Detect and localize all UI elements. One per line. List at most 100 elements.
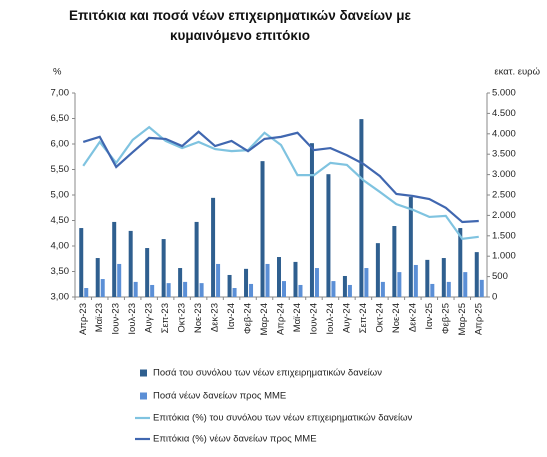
x-tick-label: Ιουλ-24 <box>325 303 336 335</box>
y2-tick-label: 1.500 <box>492 230 516 241</box>
bar <box>145 248 150 297</box>
y2-tick-label: 4.000 <box>492 128 516 139</box>
bar <box>293 261 298 297</box>
bar <box>446 281 451 297</box>
y2-tick-label: 2.500 <box>492 190 516 201</box>
bar <box>309 143 314 297</box>
bar <box>100 279 105 297</box>
y2-tick-label: 500 <box>492 271 508 282</box>
x-tick-label: Νοε-24 <box>391 303 402 333</box>
bar <box>314 268 319 297</box>
bar <box>474 252 479 297</box>
bar <box>282 281 286 297</box>
x-tick-label: Δεκ-24 <box>407 303 418 332</box>
x-tick-label: Αυγ-24 <box>341 303 352 333</box>
x-tick-label: Απρ-25 <box>473 303 484 335</box>
x-tick-label: Μαϊ-23 <box>94 303 105 332</box>
bar <box>425 259 430 297</box>
y-tick-label: 4,50 <box>51 215 70 226</box>
x-tick-label: Απρ-23 <box>78 303 89 335</box>
bar <box>178 268 183 297</box>
bar <box>112 221 117 297</box>
x-tick-label: Σεπ-23 <box>160 303 171 333</box>
bar <box>95 258 100 297</box>
y2-tick-label: 3.000 <box>492 169 516 180</box>
legend-label: Επιτόκια (%) του συνόλου των νέων επιχει… <box>153 413 413 424</box>
bar <box>479 279 484 297</box>
legend-label: Ποσά νέων δανείων προς ΜΜΕ <box>153 391 286 402</box>
y2-tick-label: 2.000 <box>492 210 516 221</box>
x-tick-label: Οκτ-23 <box>177 303 188 333</box>
bar <box>397 272 402 297</box>
bar <box>84 288 89 297</box>
bar <box>463 272 468 297</box>
x-tick-label: Μαρ-24 <box>259 303 270 336</box>
bar <box>227 274 232 297</box>
x-tick-label: Οκτ-24 <box>374 303 385 333</box>
x-tick-label: Δεκ-23 <box>210 303 221 332</box>
chart-title: Επιτόκια και ποσά νέων επιχειρηματικών δ… <box>69 8 411 43</box>
y2-tick-label: 0 <box>492 292 497 303</box>
legend-label: Ποσά του συνόλου των νέων επιχειρηματικώ… <box>153 368 382 379</box>
bar <box>128 230 133 297</box>
x-tick-label: Ιαν-24 <box>226 303 237 330</box>
x-tick-label: Ιουν-24 <box>308 303 319 335</box>
x-tick-label: Ιαν-25 <box>424 303 435 330</box>
x-tick-label: Φεβ-25 <box>440 303 451 334</box>
bar <box>150 284 155 297</box>
bar <box>133 281 138 297</box>
bar <box>326 174 331 297</box>
y-tick-label: 7,00 <box>51 88 70 99</box>
bar <box>183 281 188 297</box>
line <box>82 130 479 224</box>
bar <box>342 275 347 297</box>
line <box>82 125 479 241</box>
bar <box>216 263 221 297</box>
y-axis-label: % <box>53 67 62 78</box>
bar <box>79 228 84 297</box>
bar <box>161 239 166 297</box>
y2-axis-label: εκατ. ευρώ <box>494 67 540 78</box>
y-tick-label: 5,00 <box>51 190 70 201</box>
legend-label: Επιτόκια (%) νέων δανείων προς ΜΜΕ <box>153 434 317 445</box>
legend-swatch <box>140 369 147 377</box>
y-tick-label: 4,00 <box>51 241 70 252</box>
x-tick-label: Αυγ-23 <box>144 303 155 333</box>
x-tick-label: Μαρ-25 <box>457 303 468 336</box>
x-tick-label: Ιουλ-23 <box>127 303 138 335</box>
x-tick-label: Μαϊ-24 <box>292 303 303 332</box>
bar <box>265 263 270 297</box>
bar <box>413 264 418 297</box>
bar <box>166 283 171 297</box>
bar <box>277 257 281 297</box>
x-tick-label: Νοε-23 <box>193 303 204 333</box>
bar <box>117 263 122 297</box>
bar <box>430 283 435 297</box>
y2-tick-label: 4.500 <box>492 108 516 119</box>
bar <box>408 197 413 297</box>
y-tick-label: 6,00 <box>51 139 70 150</box>
y2-tick-label: 1.000 <box>492 251 516 262</box>
y-tick-label: 3,00 <box>51 292 70 303</box>
legend-swatch <box>140 392 147 400</box>
bar <box>199 283 204 297</box>
bar <box>211 197 216 297</box>
x-tick-label: Απρ-24 <box>276 303 287 335</box>
bar <box>441 258 446 297</box>
y-tick-label: 6,50 <box>51 113 70 124</box>
bar <box>347 284 352 297</box>
y-tick-label: 3,50 <box>51 266 70 277</box>
y2-tick-label: 5.000 <box>492 88 516 99</box>
bar <box>364 268 369 297</box>
bar <box>260 161 265 297</box>
bar <box>392 226 397 297</box>
bar <box>232 288 237 297</box>
x-tick-label: Ιουν-23 <box>111 303 122 335</box>
y-tick-label: 5,50 <box>51 164 70 175</box>
bar <box>298 284 303 297</box>
y2-tick-label: 3.500 <box>492 149 516 160</box>
x-tick-label: Σεπ-24 <box>358 303 369 333</box>
bar <box>249 283 254 297</box>
